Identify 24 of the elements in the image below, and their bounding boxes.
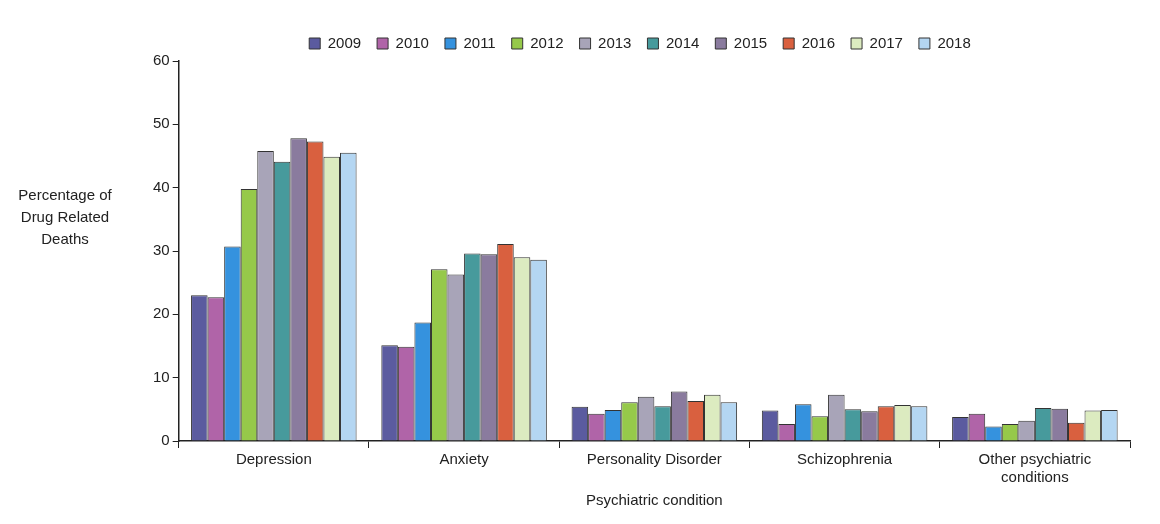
legend-label: 2012 bbox=[530, 33, 564, 51]
x-tick-label: Other psychiatric conditions bbox=[978, 450, 1092, 486]
x-tick-label: Anxiety bbox=[439, 450, 490, 468]
y-tick-label: 30 bbox=[153, 241, 170, 259]
legend-label: 2015 bbox=[733, 33, 768, 51]
y-tick-label: 40 bbox=[153, 177, 170, 195]
legend-label: 2018 bbox=[937, 33, 971, 51]
legend-label: 2013 bbox=[598, 33, 632, 51]
legend-label: 2016 bbox=[801, 33, 836, 51]
y-tick-label: 10 bbox=[153, 367, 170, 385]
y-tick-label: 20 bbox=[153, 304, 170, 322]
y-tick-label: 50 bbox=[153, 114, 170, 132]
x-tick-label: Depression bbox=[235, 450, 312, 468]
legend-label: 2014 bbox=[665, 33, 700, 51]
y-tick-label: 60 bbox=[153, 51, 170, 69]
x-tick-label: Schizophrenia bbox=[797, 450, 893, 468]
y-axis-title: Percentage of Drug Related Deaths bbox=[17, 185, 113, 249]
legend-label: 2017 bbox=[869, 33, 903, 51]
y-tick-label: 0 bbox=[161, 431, 170, 449]
x-axis-title: Psychiatric condition bbox=[585, 491, 723, 509]
legend-label: 2009 bbox=[327, 33, 362, 51]
legend-label: 2011 bbox=[463, 33, 496, 51]
legend-label: 2010 bbox=[395, 33, 429, 51]
x-tick-label: Personality Disorder bbox=[586, 450, 722, 468]
